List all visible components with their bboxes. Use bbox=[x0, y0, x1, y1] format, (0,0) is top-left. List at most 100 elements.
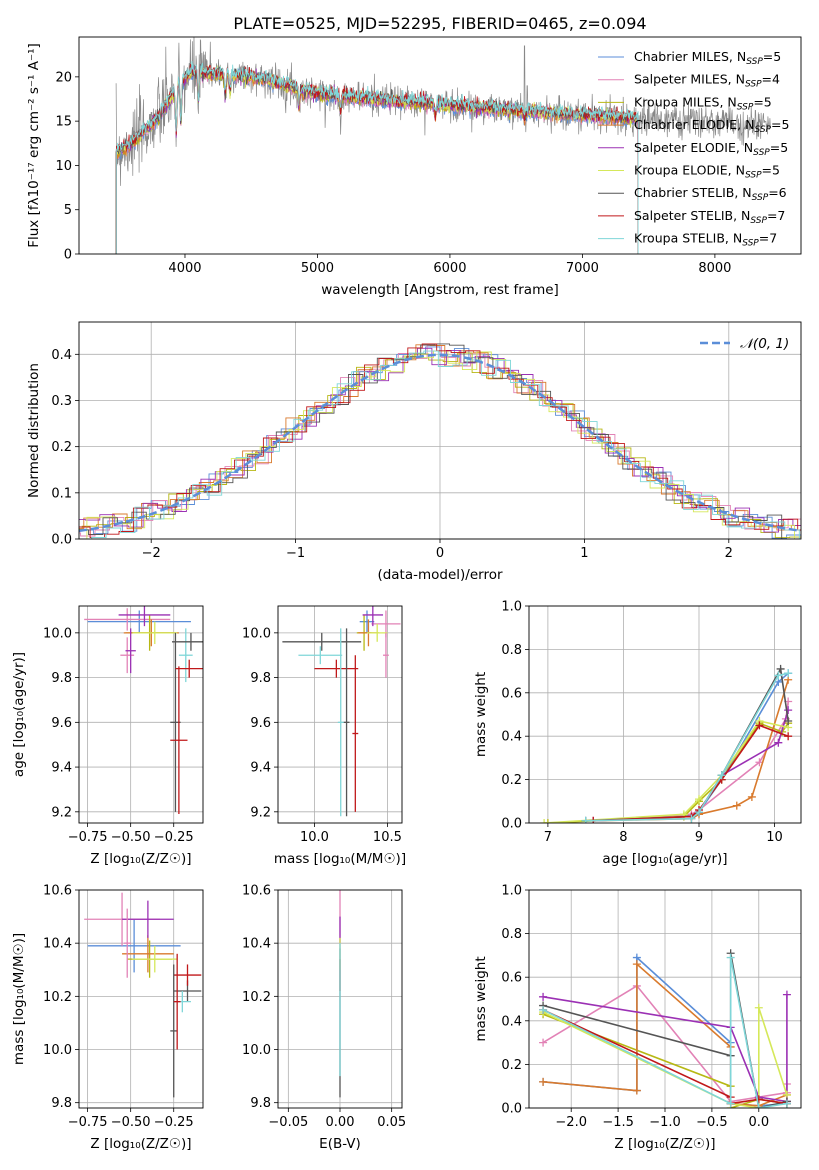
residuals-xtick-label: −1 bbox=[286, 546, 305, 561]
mass_vs_EBV-ytick-label: 10.2 bbox=[242, 990, 271, 1005]
weight_vs_age-marker bbox=[774, 738, 783, 747]
weight_vs_age-ytick-label: 1.0 bbox=[501, 600, 522, 615]
residual-hist-s6 bbox=[79, 343, 801, 539]
figure-title: PLATE=0525, MJD=52295, FIBERID=0465, z=0… bbox=[233, 14, 646, 33]
weight_vs_age-marker bbox=[581, 816, 590, 823]
spectrum-legend-label: Salpeter ELODIE, NSSP=5 bbox=[634, 140, 788, 158]
mass_vs_Z-ytick-label: 10.0 bbox=[43, 1043, 72, 1058]
weight_vs_age-line-s3 bbox=[593, 679, 789, 822]
weight_vs_Z-marker bbox=[754, 1003, 763, 1012]
residual-hist-s8 bbox=[79, 350, 801, 539]
residuals-ytick-label: 0.2 bbox=[51, 440, 72, 455]
age_vs_Z-axes: −0.75 −0.50 −0.25 9.2 9.4 9.6 9.8 10.0 Z [log₁₀(… bbox=[11, 606, 203, 867]
spectrum-legend-label: Kroupa ELODIE, NSSP=5 bbox=[634, 163, 780, 181]
weight_vs_Z-marker bbox=[754, 1095, 763, 1104]
age_vs_mass-xtick-label: 10.0 bbox=[300, 830, 329, 845]
mass_vs_EBV-ytick-label: 10.4 bbox=[242, 937, 271, 952]
age_vs_Z-xtick-label: −0.50 bbox=[111, 830, 151, 845]
weight_vs_age-marker bbox=[540, 819, 549, 823]
spectrum-ytick-label: 20 bbox=[55, 70, 72, 85]
weight_vs_age-marker bbox=[747, 792, 756, 801]
spectrum-legend-label: Salpeter STELIB, NSSP=7 bbox=[634, 208, 785, 226]
mass_vs_EBV-frame bbox=[277, 889, 403, 1109]
spectrum-ytick-label: 10 bbox=[55, 159, 72, 174]
residual-histograms bbox=[79, 343, 801, 539]
weight_vs_Z-ytick-label: 0.4 bbox=[501, 1014, 522, 1029]
weight_vs_age-xtick-label: 7 bbox=[544, 830, 552, 845]
weight_vs_age-line-s2 bbox=[547, 722, 789, 823]
residuals-xtick-label: −2 bbox=[142, 546, 161, 561]
weight_vs_Z-xtick-label: −1.5 bbox=[602, 1115, 634, 1130]
weight_vs_Z-xtick-label: 0.0 bbox=[748, 1115, 769, 1130]
spectrum-ylabel: Flux [fλ10⁻¹⁷ erg cm⁻² s⁻¹ A⁻¹] bbox=[26, 43, 42, 248]
weight_vs_Z-marker bbox=[632, 1086, 641, 1095]
residual-hist-s5 bbox=[79, 350, 801, 539]
spectrum-axes: 4000 5000 6000 7000 8000 0 5 10 15 20 wavelength [… bbox=[26, 43, 731, 298]
spectrum-xtick-label: 4000 bbox=[168, 261, 201, 276]
mass_vs_Z-ytick-label: 10.2 bbox=[43, 990, 72, 1005]
spectrum-model-line-s8 bbox=[116, 60, 639, 254]
weight_vs_Z-xtick-label: −0.5 bbox=[696, 1115, 728, 1130]
spectrum-legend-label: Salpeter MILES, NSSP=4 bbox=[634, 72, 780, 90]
weight_vs_age-marker bbox=[717, 771, 726, 780]
mass_vs_EBV-xlabel: E(B-V) bbox=[319, 1136, 361, 1152]
age_vs_mass-axes: 10.0 10.5 9.2 9.4 9.6 9.8 10.0 mass [log₁₀(M/M☉… bbox=[242, 606, 406, 867]
gaussian-curve bbox=[79, 353, 801, 533]
residual-hist-s1 bbox=[79, 345, 801, 537]
age_vs_mass-ytick-label: 9.4 bbox=[250, 761, 271, 776]
weight_vs_age-marker bbox=[695, 795, 703, 804]
residuals-axes: −2 −1 0 1 2 0.0 0.1 0.2 0.3 0.4 (data-model)/error… bbox=[26, 322, 801, 583]
mass_vs_EBV-axes: −0.05 0.00 0.05 9.8 10.0 10.2 10.4 10.6 E(B-V) bbox=[242, 884, 406, 1153]
weight_vs_age-marker bbox=[755, 721, 764, 730]
weight_vs_Z-marker bbox=[754, 1104, 763, 1108]
mass_vs_Z-ytick-label: 10.6 bbox=[43, 884, 72, 899]
spectrum-xtick-label: 6000 bbox=[433, 261, 466, 276]
weight_vs_age-marker bbox=[774, 671, 783, 680]
mass_vs_Z-ylabel: mass [log₁₀(M/M☉)] bbox=[11, 933, 27, 1065]
weight_vs_Z-lines bbox=[539, 949, 791, 1108]
weight_vs_Z-ytick-label: 1.0 bbox=[501, 884, 522, 899]
mass_vs_Z-xlabel: Z [log₁₀(Z/Z☉)] bbox=[90, 1136, 191, 1152]
weight_vs_age-line-s6 bbox=[585, 666, 789, 822]
weight_vs_age-marker bbox=[784, 717, 793, 726]
weight_vs_Z-marker bbox=[539, 992, 548, 1001]
spectrum-xlabel: wavelength [Angstrom, rest frame] bbox=[321, 282, 559, 298]
spectrum-legend-label: Kroupa STELIB, NSSP=7 bbox=[634, 231, 777, 249]
weight_vs_Z-marker bbox=[726, 1099, 735, 1108]
spectrum-xtick-label: 7000 bbox=[566, 261, 599, 276]
mass_vs_Z-ytick-label: 9.8 bbox=[51, 1096, 72, 1111]
mass_vs_Z-points bbox=[84, 892, 202, 1098]
age_vs_mass-points bbox=[282, 606, 401, 817]
weight_vs_Z-ytick-label: 0.0 bbox=[501, 1102, 522, 1117]
mass_vs_Z-xtick-label: −0.25 bbox=[154, 1115, 194, 1130]
residuals-xtick-label: 2 bbox=[725, 546, 733, 561]
mass_vs_EBV-xtick-label: 0.00 bbox=[326, 1115, 355, 1130]
weight_vs_age-marker bbox=[543, 819, 552, 823]
mass_vs_EBV-xtick-label: −0.05 bbox=[268, 1115, 308, 1130]
weight_vs_Z-xtick-label: −1.0 bbox=[649, 1115, 681, 1130]
mass_vs_Z-ytick-label: 10.4 bbox=[43, 937, 72, 952]
age_vs_mass-ytick-label: 9.6 bbox=[250, 716, 271, 731]
residuals-xtick-label: 1 bbox=[580, 546, 588, 561]
age_vs_Z-xlabel: Z [log₁₀(Z/Z☉)] bbox=[90, 851, 191, 867]
weight_vs_age-line-s8 bbox=[585, 672, 789, 822]
spectrum-ytick-label: 0 bbox=[64, 248, 72, 263]
spectrum-xtick-label: 8000 bbox=[698, 261, 731, 276]
mass_vs_EBV-ytick-label: 9.8 bbox=[250, 1096, 271, 1111]
residuals-ytick-label: 0.0 bbox=[51, 533, 72, 548]
age_vs_Z-ytick-label: 9.2 bbox=[51, 805, 72, 820]
age_vs_Z-ytick-label: 9.6 bbox=[51, 716, 72, 731]
weight_vs_age-xtick-label: 10 bbox=[766, 830, 783, 845]
weight_vs_Z-marker bbox=[782, 990, 791, 999]
weight_vs_Z-marker bbox=[726, 953, 735, 962]
spectrum-legend: Chabrier MILES, NSSP=5 Salpeter MILES, NS… bbox=[598, 49, 789, 249]
spectrum-lines bbox=[115, 37, 771, 254]
age_vs_mass-ytick-label: 10.0 bbox=[242, 626, 271, 641]
spectrum-ytick-label: 5 bbox=[64, 203, 72, 218]
weight_vs_Z-frame bbox=[528, 889, 802, 1109]
weight_vs_age-marker bbox=[784, 706, 793, 715]
age_vs_Z-xtick-label: −0.25 bbox=[154, 830, 194, 845]
age_vs_mass-ytick-label: 9.2 bbox=[250, 805, 271, 820]
